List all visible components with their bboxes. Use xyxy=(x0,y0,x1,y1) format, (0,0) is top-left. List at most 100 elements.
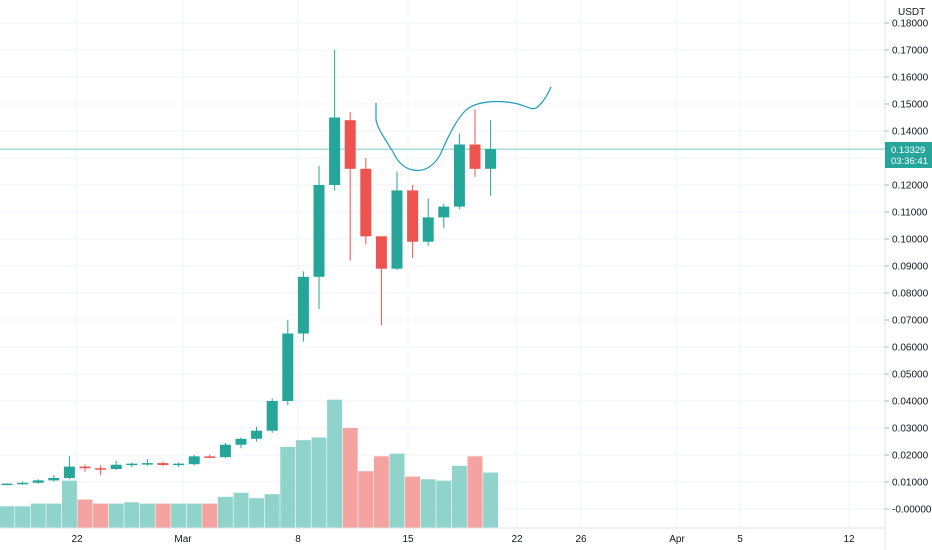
candle-body xyxy=(329,117,341,185)
price-tick-label: 0.11000 xyxy=(892,208,928,219)
date-label: Apr xyxy=(669,534,685,545)
volume-bar xyxy=(30,503,46,528)
volume-bar xyxy=(420,479,436,528)
price-tick-label: 0.16000 xyxy=(892,73,929,84)
volume-bar xyxy=(61,480,77,528)
volume-bar xyxy=(295,440,311,528)
candle-body xyxy=(141,463,153,465)
price-tick-label: 0.12000 xyxy=(892,181,929,192)
volume-bar xyxy=(342,428,358,528)
candle-body xyxy=(344,120,356,169)
candle-body xyxy=(48,477,60,481)
volume-bar xyxy=(139,503,155,528)
candle-body xyxy=(110,464,122,470)
price-tick-label: 0.05000 xyxy=(892,370,929,381)
price-tick-label: 0.18000 xyxy=(892,19,929,30)
price-tick-label: 0.07000 xyxy=(892,316,929,327)
volume-bar xyxy=(467,456,483,528)
price-tick-label: 0.08000 xyxy=(892,289,929,300)
candlesticks xyxy=(1,50,497,486)
volume-bar xyxy=(155,503,171,528)
price-tick-label: 0.09000 xyxy=(892,262,929,273)
volume-bar xyxy=(108,503,124,528)
price-tick-label: 0.03000 xyxy=(892,424,929,435)
volume-bar xyxy=(451,465,467,528)
price-tick-label: 0.17000 xyxy=(892,46,929,57)
price-tick-label: 0.15000 xyxy=(892,100,929,111)
volume-bar xyxy=(327,399,343,528)
candle-body xyxy=(422,217,434,242)
price-tick-label: 0.14000 xyxy=(892,127,929,138)
freehand-drawing[interactable] xyxy=(375,86,552,172)
date-label: 12 xyxy=(843,534,855,545)
volume-bar xyxy=(0,506,15,528)
candle-body xyxy=(188,456,200,465)
candle-body xyxy=(469,144,481,169)
price-tick-label: 0.02000 xyxy=(892,451,929,462)
volume-bar xyxy=(483,472,499,528)
date-label: 15 xyxy=(402,534,414,545)
candle-body xyxy=(126,463,138,466)
volume-bar xyxy=(311,437,327,528)
candle-body xyxy=(95,468,107,470)
candle-body xyxy=(235,438,247,445)
time-axis[interactable]: 22 Mar 8 15 22 26 Apr 5 12 xyxy=(71,534,855,545)
volume-bar xyxy=(77,499,93,528)
volume-bar xyxy=(373,456,389,528)
price-tag-background xyxy=(885,142,932,168)
price-axis[interactable]: USDT 0.18000 0.17000 0.16000 0.15000 0.14000… xyxy=(885,7,932,516)
volume-bar xyxy=(358,471,374,528)
currency-label: USDT xyxy=(898,7,925,18)
volume-bar xyxy=(264,494,280,528)
current-price-value: 0.13329 xyxy=(891,145,925,156)
candle-body xyxy=(219,444,231,458)
date-label: 8 xyxy=(295,534,301,545)
volume-bar xyxy=(171,503,187,528)
volume-bar xyxy=(436,480,452,528)
volume-bar xyxy=(249,498,265,528)
volume-bar xyxy=(280,446,296,528)
volume-bar xyxy=(46,503,62,528)
volume-bar xyxy=(93,503,109,528)
current-price-tag: 0.13329 03:36:41 xyxy=(885,142,932,168)
candle-body xyxy=(375,236,387,269)
candle-body xyxy=(266,401,278,431)
candle-body xyxy=(391,190,403,269)
candle-body xyxy=(360,168,372,237)
date-label: 26 xyxy=(575,534,587,545)
candle-body xyxy=(204,456,216,458)
countdown-timer: 03:36:41 xyxy=(891,156,928,167)
candle-body xyxy=(251,430,263,439)
date-label: Mar xyxy=(174,534,192,545)
candle-body xyxy=(282,333,294,401)
volume-bar xyxy=(15,506,31,528)
price-tick-label: 0.06000 xyxy=(892,343,929,354)
volume-bars xyxy=(0,399,499,528)
volume-bar xyxy=(186,503,202,528)
price-tick-label: -0.00000 xyxy=(892,505,932,516)
volume-bar xyxy=(217,496,233,528)
date-label: 22 xyxy=(71,534,83,545)
price-tick-label: 0.04000 xyxy=(892,397,929,408)
candle-body xyxy=(173,463,185,466)
candle-body xyxy=(453,144,465,207)
candle-body xyxy=(297,276,309,334)
candle-body xyxy=(485,149,497,169)
candle-body xyxy=(32,480,44,483)
date-label: 5 xyxy=(737,534,743,545)
candle-body xyxy=(313,185,325,277)
chart-grid xyxy=(0,0,885,528)
candle-body xyxy=(438,206,450,218)
candle-body xyxy=(157,463,169,465)
price-tick-label: 0.10000 xyxy=(892,235,929,246)
volume-bar xyxy=(405,476,421,528)
candle-body xyxy=(17,482,29,485)
volume-bar xyxy=(202,503,218,528)
candle-body xyxy=(1,483,13,486)
date-label: 22 xyxy=(511,534,523,545)
price-tick-label: 0.01000 xyxy=(892,478,929,489)
candle-body xyxy=(407,190,419,242)
candle-body xyxy=(63,466,75,478)
volume-bar xyxy=(233,492,249,528)
